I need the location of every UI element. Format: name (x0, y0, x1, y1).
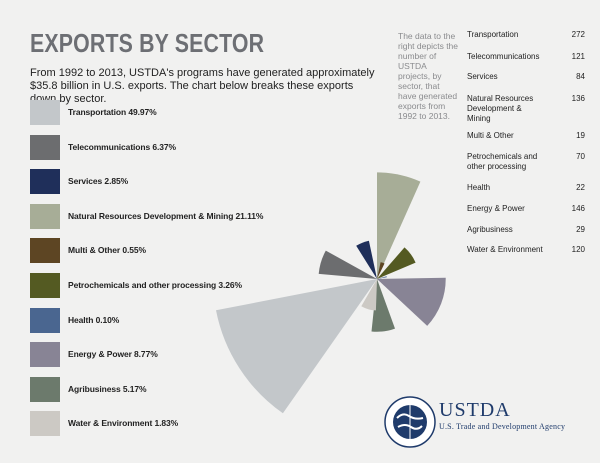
wedge-multi-other (377, 262, 385, 279)
page-title: EXPORTS BY SECTOR (30, 28, 265, 58)
legend-item: Telecommunications 6.37% (30, 134, 290, 161)
legend-swatch (30, 307, 60, 333)
legend-item: Health 0.10% (30, 307, 290, 334)
legend-label: Telecommunications 6.37% (68, 141, 176, 152)
legend-label: Multi & Other 0.55% (68, 245, 146, 256)
legend-item: Water & Environment 1.83% (30, 411, 290, 437)
count-value: 29 (576, 225, 585, 234)
legend-label: Agribusiness 5.17% (68, 383, 147, 394)
count-name: Health (467, 183, 491, 192)
legend-label: Health 0.10% (68, 314, 120, 325)
legend-swatch (30, 411, 60, 437)
legend-item: Natural Resources Development & Mining 2… (30, 203, 290, 230)
count-value: 84 (576, 72, 585, 81)
chart-note: The data to the right depicts the number… (398, 31, 459, 121)
wedge-telecommunications (318, 250, 377, 279)
count-name: Telecommunications (467, 52, 540, 61)
count-name: Agribusiness (467, 225, 513, 234)
legend-label: Petrochemicals and other processing 3.26… (68, 280, 242, 290)
count-name: Multi & Other (467, 131, 514, 140)
wedge-services (356, 240, 377, 279)
legend-item: Transportation 49.97% (30, 100, 290, 126)
wedge-transportation (216, 279, 377, 414)
legend-swatch (30, 238, 60, 264)
count-name: Natural Resources Development & Mining (467, 94, 534, 123)
legend-swatch (30, 169, 60, 195)
legend-swatch (30, 376, 60, 402)
legend-swatch (30, 342, 60, 368)
legend-label: Water & Environment 1.83% (68, 418, 179, 429)
count-value: 136 (571, 94, 585, 103)
legend-item: Multi & Other 0.55% (30, 238, 290, 264)
count-value: 146 (571, 204, 585, 213)
count-name: Services (467, 72, 498, 81)
wedge-natural-resources-development-mining (377, 172, 421, 279)
legend-item: Agribusiness 5.17% (30, 376, 290, 403)
brand-name: USTDA (439, 399, 511, 421)
ustda-seal-icon (384, 396, 436, 448)
count-name: Energy & Power (467, 204, 525, 213)
wedge-water-environment (361, 279, 377, 311)
legend-label: Transportation 49.97% (68, 107, 157, 117)
legend-swatch (30, 134, 60, 160)
legend-swatch (30, 273, 60, 298)
legend-item: Petrochemicals and other processing 3.26… (30, 273, 290, 299)
legend-item: Energy & Power 8.77% (30, 342, 290, 368)
intro-text: From 1992 to 2013, USTDA's programs have… (30, 67, 375, 105)
count-value: 272 (571, 30, 585, 39)
legend-label: Natural Resources Development & Mining 2… (68, 210, 264, 221)
legend-swatch (30, 100, 60, 125)
legend-label: Services 2.85% (68, 176, 129, 187)
legend-label: Energy & Power 8.77% (68, 349, 158, 360)
count-value: 19 (576, 131, 585, 140)
count-value: 121 (571, 52, 585, 61)
count-name: Transportation (467, 30, 519, 39)
brand-subtitle: U.S. Trade and Development Agency (439, 422, 566, 431)
count-value: 120 (571, 245, 585, 254)
count-value: 22 (576, 183, 585, 192)
count-name: Water & Environment (467, 245, 543, 254)
wedge-energy-power (377, 277, 446, 326)
count-name: Petrochemicals and other processing (467, 152, 538, 171)
wedge-health (377, 276, 387, 279)
legend-swatch (30, 203, 60, 229)
wedge-agribusiness (371, 279, 395, 332)
wedge-petrochemicals-and-other-processing (377, 247, 416, 279)
count-value: 70 (576, 152, 585, 161)
legend-item: Services 2.85% (30, 169, 290, 195)
